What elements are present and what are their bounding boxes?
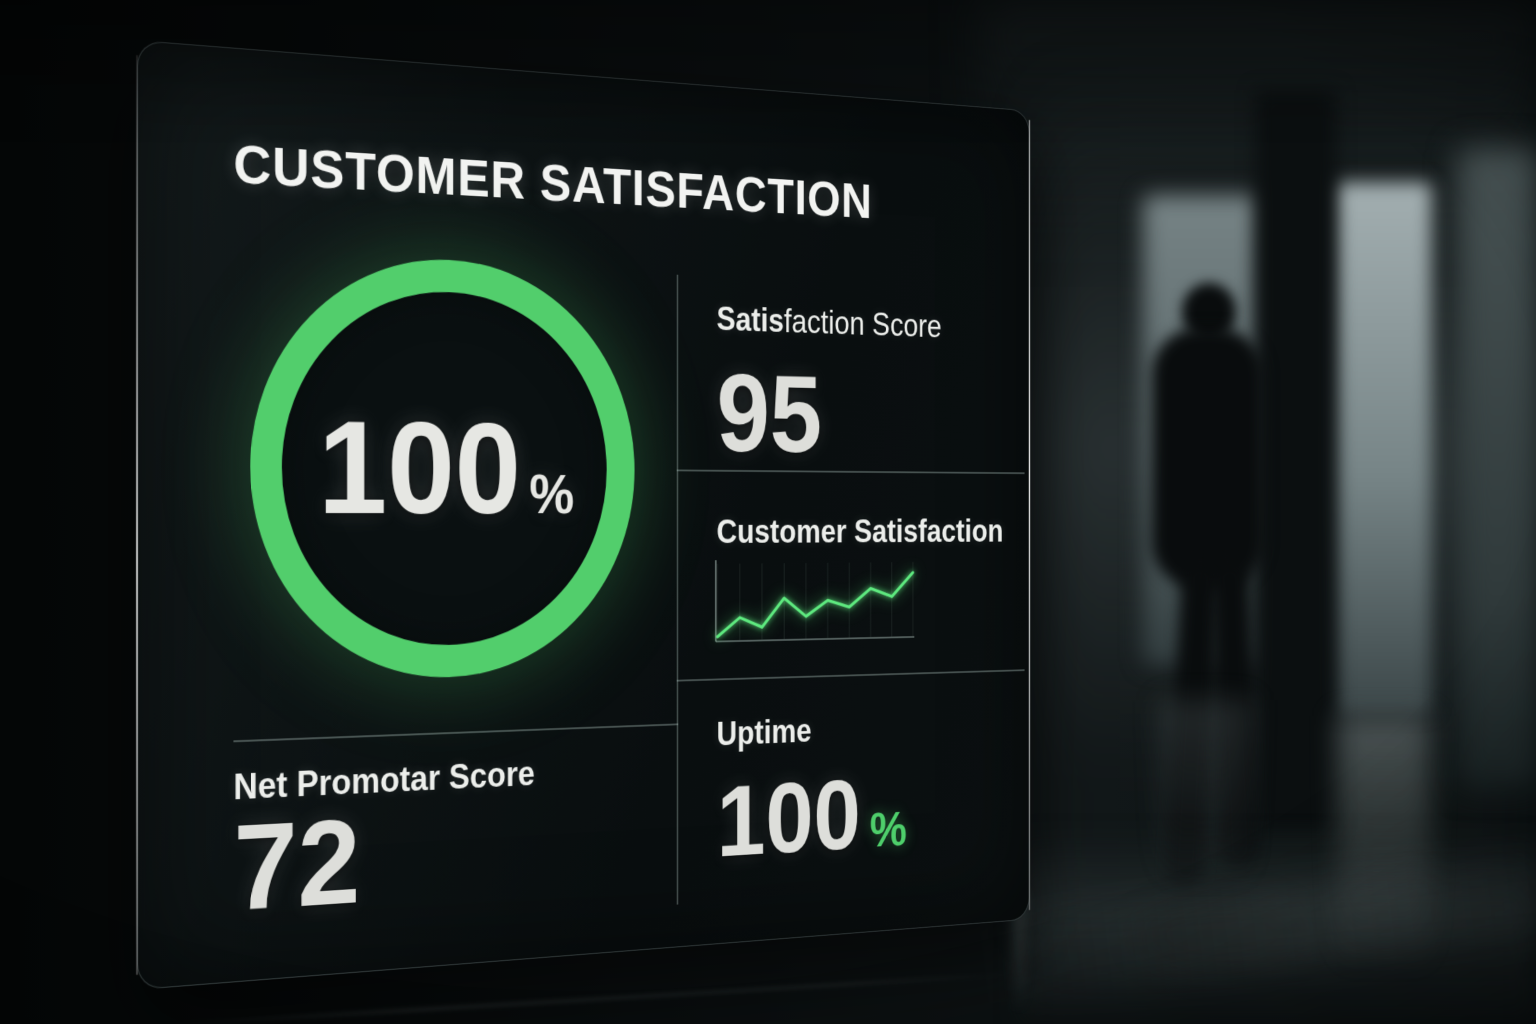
uptime-label: Uptime (716, 712, 812, 753)
satisfaction-score-value: 95 (716, 351, 823, 476)
background-wall-pillar (1256, 90, 1336, 830)
satisfaction-gauge-ring: 100 % (250, 251, 635, 683)
floor-reflection-bright (1338, 716, 1430, 1016)
gauge-number: 100 (317, 392, 521, 543)
gauge-percent-sign: % (529, 462, 575, 526)
panel-floor-reflection (170, 973, 1010, 1024)
divider-columns (676, 274, 679, 905)
silhouette-torso (1152, 328, 1264, 588)
satisfaction-score-label-bold: Satis (716, 299, 784, 340)
satisfaction-score-label-rest: faction Score (783, 302, 942, 345)
divider-right-2 (676, 669, 1025, 682)
floor-reflection-left (1160, 700, 1250, 920)
background-window-panel-right (1458, 148, 1536, 788)
satisfaction-score-label: Satisfaction Score (717, 300, 942, 345)
trend-chart (714, 557, 916, 644)
divider-left-column (233, 723, 679, 743)
satisfaction-gauge-value: 100 % (317, 392, 575, 543)
trend-label: Customer Satisfaction (716, 513, 1004, 551)
background-window-panel-bright (1332, 182, 1432, 712)
dashboard-panel: CUSTOMER SATISFACTION 100 % Net Promotar… (137, 40, 1030, 990)
page-title: CUSTOMER SATISFACTION (233, 132, 873, 229)
uptime-value: 100 (716, 758, 861, 879)
uptime-percent-sign: % (869, 800, 907, 858)
nps-value: 72 (233, 795, 361, 938)
uptime-value-row: 100 % (716, 758, 907, 879)
